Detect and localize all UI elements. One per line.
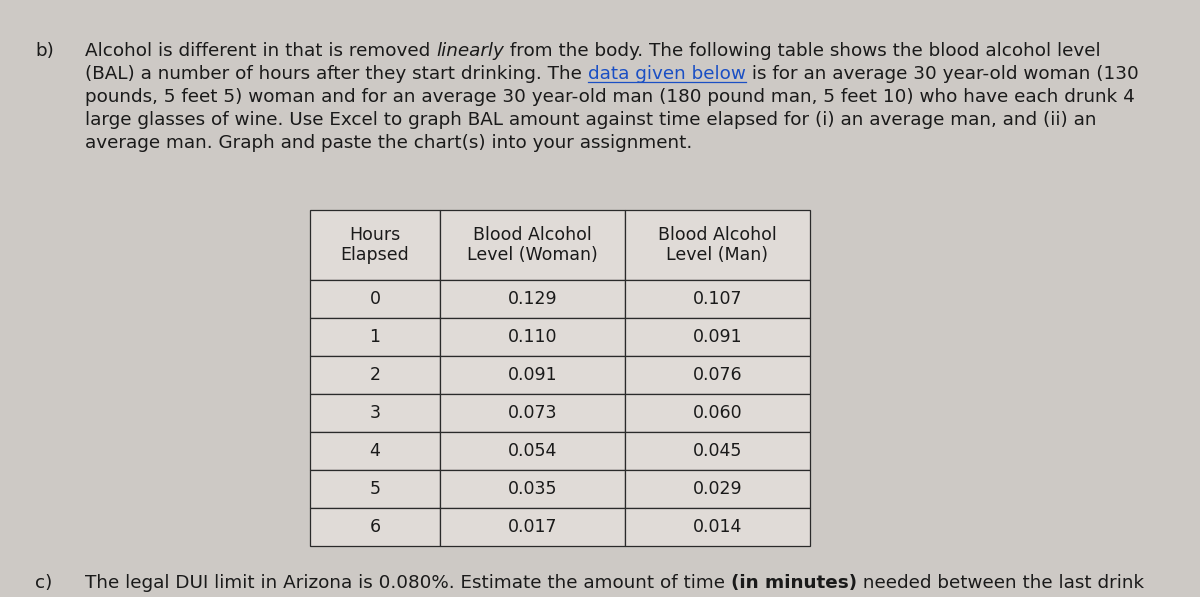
Text: 0.045: 0.045	[692, 442, 742, 460]
Text: 0.035: 0.035	[508, 480, 557, 498]
Text: 0.073: 0.073	[508, 404, 557, 422]
Text: is for an average 30 year-old woman (130: is for an average 30 year-old woman (130	[745, 65, 1139, 83]
Text: (in minutes): (in minutes)	[731, 574, 857, 592]
Text: 1: 1	[370, 328, 380, 346]
Text: 6: 6	[370, 518, 380, 536]
Text: needed between the last drink: needed between the last drink	[857, 574, 1144, 592]
Text: 0.029: 0.029	[692, 480, 743, 498]
Text: 2: 2	[370, 366, 380, 384]
Text: pounds, 5 feet 5) woman and for an average 30 year-old man (180 pound man, 5 fee: pounds, 5 feet 5) woman and for an avera…	[85, 88, 1135, 106]
Text: 0.017: 0.017	[508, 518, 557, 536]
Text: average man. Graph and paste the chart(s) into your assignment.: average man. Graph and paste the chart(s…	[85, 134, 692, 152]
Text: 0.110: 0.110	[508, 328, 557, 346]
Text: Alcohol is different in that is removed: Alcohol is different in that is removed	[85, 42, 436, 60]
Text: 0.091: 0.091	[508, 366, 557, 384]
Text: 0.054: 0.054	[508, 442, 557, 460]
Text: The legal DUI limit in Arizona is 0.080%. Estimate the amount of time: The legal DUI limit in Arizona is 0.080%…	[85, 574, 731, 592]
Text: large glasses of wine. Use Excel to graph BAL amount against time elapsed for (i: large glasses of wine. Use Excel to grap…	[85, 111, 1097, 129]
Text: linearly: linearly	[436, 42, 504, 60]
Text: Hours
Elapsed: Hours Elapsed	[341, 226, 409, 264]
Text: 5: 5	[370, 480, 380, 498]
Text: from the body. The following table shows the blood alcohol level: from the body. The following table shows…	[504, 42, 1100, 60]
Text: (BAL) a number of hours after they start drinking. The: (BAL) a number of hours after they start…	[85, 65, 588, 83]
Text: 3: 3	[370, 404, 380, 422]
Text: 0.014: 0.014	[692, 518, 742, 536]
Text: 4: 4	[370, 442, 380, 460]
Text: 0.076: 0.076	[692, 366, 743, 384]
Text: c): c)	[35, 574, 53, 592]
Text: 0.060: 0.060	[692, 404, 743, 422]
Text: 0.091: 0.091	[692, 328, 743, 346]
Text: data given below: data given below	[588, 65, 745, 83]
Text: Blood Alcohol
Level (Woman): Blood Alcohol Level (Woman)	[467, 226, 598, 264]
Text: 0.129: 0.129	[508, 290, 557, 308]
Text: Blood Alcohol
Level (Man): Blood Alcohol Level (Man)	[658, 226, 776, 264]
Text: b): b)	[35, 42, 54, 60]
Text: 0: 0	[370, 290, 380, 308]
Text: 0.107: 0.107	[692, 290, 743, 308]
